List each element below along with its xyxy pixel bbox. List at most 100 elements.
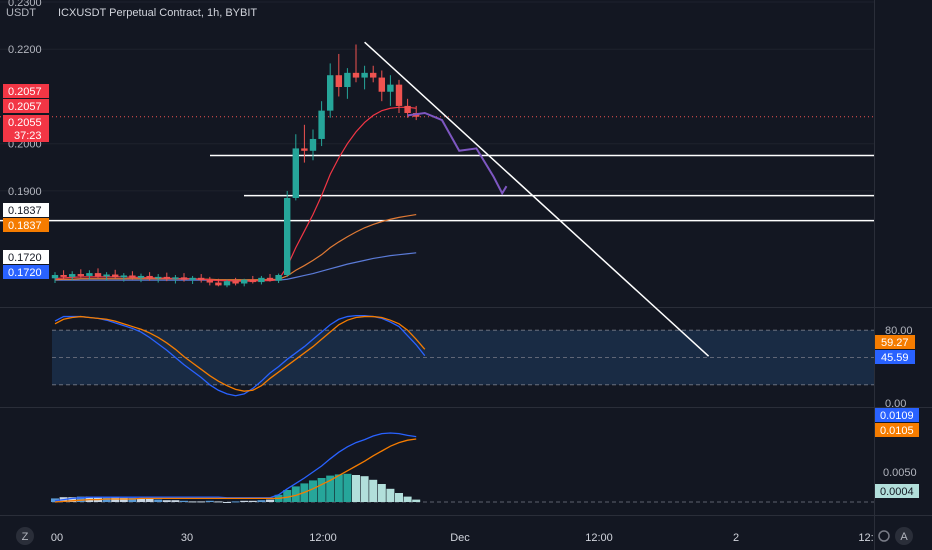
price-tick-label: 0.2300 <box>8 0 42 9</box>
timezone-toggle-button[interactable]: Z <box>16 527 34 545</box>
candle-body[interactable] <box>172 277 179 279</box>
candle-body[interactable] <box>292 148 299 199</box>
candle-body[interactable] <box>120 275 127 278</box>
macd-histogram-bar <box>231 501 240 503</box>
macd-pane[interactable] <box>51 432 874 503</box>
candle-body[interactable] <box>318 110 325 139</box>
price-badge-label: 0.1720 <box>8 267 42 279</box>
candle-body[interactable] <box>327 75 334 111</box>
macd-badge-label: 0.0109 <box>880 410 914 422</box>
price-axis[interactable]: 0.23000.22000.20000.19000.20570.20570.20… <box>3 0 919 498</box>
candle-body[interactable] <box>301 148 308 151</box>
macd-histogram-bar <box>360 476 369 502</box>
macd-histogram-bar <box>137 498 145 502</box>
candle-body[interactable] <box>189 277 196 280</box>
candle-body[interactable] <box>309 138 317 151</box>
price-badge-label: 0.1837 <box>8 205 42 217</box>
macd-histogram-bar <box>291 486 300 502</box>
price-badge: 0.1837 <box>3 203 49 217</box>
macd-histogram-bar <box>248 500 257 502</box>
rsi-badge: 59.27 <box>875 335 915 349</box>
candle-body[interactable] <box>112 274 119 278</box>
price-badge-label: 0.2057 <box>8 101 42 113</box>
candle-body[interactable] <box>378 77 385 92</box>
macd-histogram-bar <box>386 488 395 502</box>
candle-body[interactable] <box>60 274 67 277</box>
time-tick-label: 2 <box>733 532 739 544</box>
candle-body[interactable] <box>361 72 368 78</box>
candle-body[interactable] <box>137 275 145 278</box>
macd-histogram-bar <box>369 479 378 502</box>
candle-body[interactable] <box>241 279 248 284</box>
candle-body[interactable] <box>387 84 394 92</box>
price-badge-bg <box>3 84 49 98</box>
candle-body[interactable] <box>223 281 231 286</box>
macd-histogram-bar <box>377 484 386 502</box>
candle-body[interactable] <box>77 274 84 276</box>
macd-histogram-bar <box>214 501 223 503</box>
macd-histogram-bar <box>257 500 266 502</box>
gear-icon <box>878 530 890 542</box>
rsi-tick-label: 80.00 <box>885 325 913 337</box>
candle-body[interactable] <box>155 276 162 279</box>
price-pane[interactable] <box>0 41 874 357</box>
candle-body[interactable] <box>352 72 360 78</box>
price-badge-label: 0.1720 <box>8 252 42 264</box>
price-badge-bg <box>3 265 49 279</box>
price-badge-label: 0.1837 <box>8 220 42 232</box>
candle-body[interactable] <box>215 282 222 286</box>
candle-body[interactable] <box>51 274 59 279</box>
candle-body[interactable] <box>284 198 291 275</box>
price-badge-bg <box>3 115 49 129</box>
candle-body[interactable] <box>129 275 136 278</box>
price-badge-label: 0.2055 <box>8 117 42 129</box>
price-badge: 0.1837 <box>3 218 49 232</box>
macd-histogram-bar <box>326 475 335 502</box>
candle-body[interactable] <box>395 84 403 106</box>
candle-body[interactable] <box>344 72 351 88</box>
price-badge-label: 37:23 <box>14 130 42 142</box>
settings-button[interactable] <box>878 530 890 542</box>
candle-body[interactable] <box>370 72 377 78</box>
time-tick-label: 12: <box>858 532 873 544</box>
candle-body[interactable] <box>198 277 205 281</box>
candle-body[interactable] <box>163 276 170 279</box>
projection-path[interactable] <box>407 111 508 196</box>
candle-body[interactable] <box>232 281 239 284</box>
rsi-badge-bg <box>875 350 915 364</box>
candle-body[interactable] <box>69 274 76 277</box>
price-tick-label: 0.1900 <box>8 186 42 198</box>
macd-histogram-bar <box>283 490 292 502</box>
candle-body[interactable] <box>335 75 342 88</box>
macd-badge-label: 0.0004 <box>880 486 914 498</box>
candle-body[interactable] <box>249 279 256 283</box>
candle-body[interactable] <box>266 277 274 281</box>
candle-body[interactable] <box>86 273 93 276</box>
chart-title: ICXUSDT Perpetual Contract, 1h, BYBIT <box>58 7 257 19</box>
candle-body[interactable] <box>258 277 265 283</box>
candle-body[interactable] <box>180 277 188 280</box>
macd-badge-bg <box>875 423 919 437</box>
macd-histogram-bar <box>128 497 137 502</box>
rsi-badge-label: 59.27 <box>881 337 909 349</box>
price-badge-bg <box>3 218 49 232</box>
candle-body[interactable] <box>206 280 213 283</box>
price-badge: 0.2057 <box>3 84 49 98</box>
macd-badge: 0.0004 <box>875 484 919 498</box>
price-badge-bg <box>3 203 49 217</box>
candle-body[interactable] <box>146 275 153 279</box>
candle-body[interactable] <box>103 274 110 277</box>
auto-scale-button[interactable]: A <box>895 527 913 545</box>
macd-histogram-bar <box>395 493 403 502</box>
rsi-pane[interactable] <box>52 314 874 397</box>
macd-histogram-bar <box>188 501 197 503</box>
rsi-badge-label: 45.59 <box>881 352 909 364</box>
candle-body[interactable] <box>94 273 102 277</box>
time-axis[interactable]: 00 30 12:00 Dec 12:00 2 12: <box>51 532 874 544</box>
candle-body[interactable] <box>275 274 282 281</box>
candle-body[interactable] <box>404 105 411 113</box>
macd-histogram-bar <box>334 474 343 502</box>
trendline[interactable] <box>364 41 710 357</box>
